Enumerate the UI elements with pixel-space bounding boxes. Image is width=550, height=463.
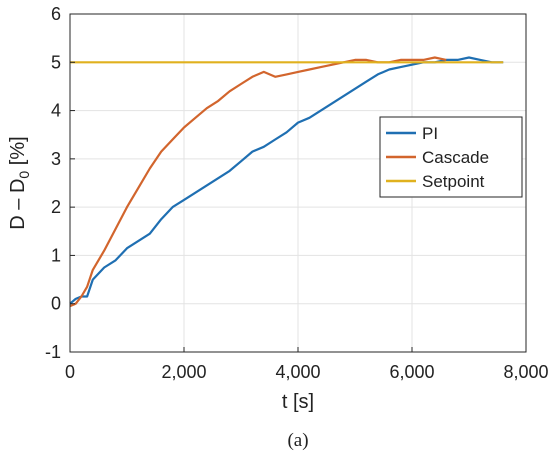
y-tick-label: 0 <box>51 294 61 314</box>
x-tick-label: 4,000 <box>275 362 320 382</box>
legend-items: PI Cascade Setpoint <box>386 124 489 191</box>
y-axis-label: D – D0 [%] <box>7 136 32 229</box>
y-axis-label-subscript: 0 <box>16 171 32 179</box>
y-tick-label: 4 <box>51 101 61 121</box>
legend: PI Cascade Setpoint <box>379 116 523 198</box>
series-layer <box>69 56 504 308</box>
y-tick-label: 1 <box>51 245 61 265</box>
y-tick-label: -1 <box>45 342 61 362</box>
x-tick-label: 8,000 <box>503 362 548 382</box>
y-tick-label: 2 <box>51 197 61 217</box>
y-tick-label: 3 <box>51 149 61 169</box>
y-axis-label-unit: [%] <box>7 136 29 170</box>
x-tick-label: 6,000 <box>389 362 434 382</box>
legend-label-cascade: Cascade <box>422 148 489 167</box>
x-axis-label: t [s] <box>282 391 314 413</box>
legend-label-setpoint: Setpoint <box>422 172 485 191</box>
x-tick-label: 2,000 <box>161 362 206 382</box>
legend-label-pi: PI <box>422 124 438 143</box>
x-tick-label: 0 <box>65 362 75 382</box>
y-tick-label: 5 <box>51 52 61 72</box>
y-axis-label-main: D – D <box>7 179 29 230</box>
y-tick-label: 6 <box>51 4 61 24</box>
figure-caption: (a) <box>287 430 308 451</box>
